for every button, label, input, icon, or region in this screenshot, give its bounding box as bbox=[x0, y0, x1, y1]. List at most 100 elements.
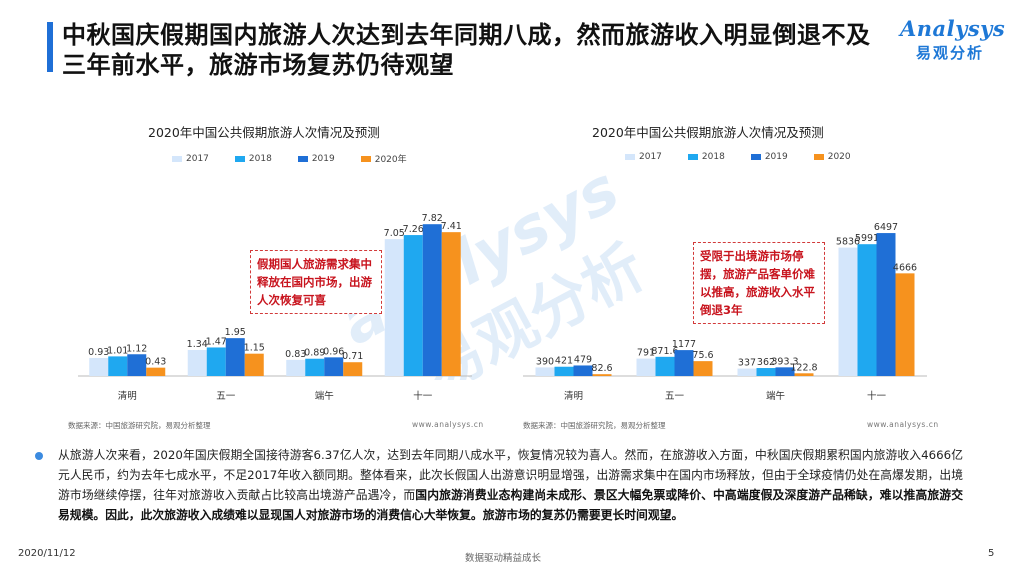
legend-swatch bbox=[750, 154, 761, 160]
legend-item-2017: 2017 bbox=[625, 152, 662, 162]
bar-五一-2019 bbox=[674, 350, 694, 376]
data-label: 791 bbox=[637, 348, 655, 359]
legend-label: 2017 bbox=[639, 152, 662, 162]
legend-swatch bbox=[360, 155, 371, 162]
category-label: 五一 bbox=[665, 391, 685, 402]
data-label: 7.41 bbox=[441, 221, 462, 232]
bar-端午-2017 bbox=[737, 368, 757, 376]
category-label: 端午 bbox=[315, 390, 334, 402]
data-label: 390 bbox=[536, 356, 554, 367]
bar-清明-2017 bbox=[535, 367, 555, 376]
bar-十一-2020 bbox=[895, 273, 915, 376]
bar-清明-2020 bbox=[592, 374, 612, 376]
footer-slogan: 数据驱动精益成长 bbox=[465, 553, 542, 564]
title-accent-bar bbox=[47, 22, 53, 72]
data-label: 1.95 bbox=[225, 327, 246, 338]
bar-清明-2018 bbox=[554, 366, 574, 376]
legend-label: 2019 bbox=[764, 152, 788, 162]
legend-item-2017: 2017 bbox=[172, 152, 209, 165]
legend-swatch bbox=[297, 155, 308, 162]
data-label: 871.6 bbox=[651, 346, 678, 357]
chart1-source: 数据来源：中国旅游研究院，易观分析整理 bbox=[68, 421, 211, 430]
data-label: 337 bbox=[738, 358, 756, 369]
legend-label: 2019 bbox=[311, 153, 335, 164]
legend-item-2020: 2020年 bbox=[360, 152, 407, 165]
data-label: 0.43 bbox=[145, 357, 166, 368]
bar-五一-2017 bbox=[636, 358, 656, 376]
chart1-plot: 0.931.011.12 0.43 清明 1.341.471.95 1.15 五一 0.83… bbox=[78, 213, 472, 402]
page-title: 中秋国庆假期国内旅游人次达到去年同期八成，然而旅游收入明显倒退不及三年前水平，旅… bbox=[62, 21, 871, 79]
chart1-title: 2020年中国公共假期旅游人次情况及预测 bbox=[148, 125, 380, 140]
chart1-legend: 2017 2018 2019 2020年 bbox=[172, 152, 433, 165]
legend-swatch bbox=[172, 155, 182, 162]
bar-端午-2020 bbox=[794, 373, 814, 376]
bar-十一-2020年 bbox=[441, 232, 461, 376]
bar-五一-2019 bbox=[225, 338, 245, 376]
data-label: 362 bbox=[757, 357, 775, 368]
chart1-site: www.analysys.cn bbox=[412, 420, 484, 429]
bar-端午-2018 bbox=[756, 368, 776, 376]
data-label: 1.34 bbox=[187, 339, 208, 350]
data-label: 7.26 bbox=[403, 224, 424, 235]
category-label: 端午 bbox=[766, 390, 785, 402]
legend-label: 2017 bbox=[186, 153, 209, 164]
bar-五一-2020 bbox=[693, 361, 713, 376]
category-label: 五一 bbox=[216, 391, 236, 402]
legend-swatch bbox=[813, 154, 824, 160]
data-label: 393.3 bbox=[771, 356, 798, 367]
category-label: 清明 bbox=[564, 390, 583, 402]
data-label: 4666 bbox=[893, 262, 917, 273]
chart2-title: 2020年中国公共假期旅游人次情况及预测 bbox=[592, 125, 824, 140]
chart1-annotation: 假期国人旅游需求集中释放在国内市场，出游人次恢复可喜 bbox=[250, 250, 382, 314]
data-label: 75.6 bbox=[692, 350, 713, 361]
summary-paragraph: 从旅游人次来看，2020年国庆假期全国接待游客6.37亿人次，达到去年同期八成水… bbox=[58, 445, 963, 525]
bar-十一-2017 bbox=[384, 239, 404, 376]
data-label: 479 bbox=[574, 354, 592, 365]
data-label: 0.93 bbox=[88, 347, 109, 358]
bar-清明-2020年 bbox=[146, 367, 166, 376]
bar-五一-2018 bbox=[655, 356, 675, 376]
bar-端午-2019 bbox=[775, 367, 795, 376]
legend-swatch bbox=[234, 155, 245, 162]
legend-swatch bbox=[687, 154, 698, 160]
bullet-dot bbox=[35, 452, 43, 460]
legend-item-2018: 2018 bbox=[687, 152, 725, 162]
data-label: 1.12 bbox=[126, 343, 147, 354]
data-label: 7.05 bbox=[384, 228, 405, 239]
bar-五一-2018 bbox=[206, 347, 226, 376]
bar-十一-2018 bbox=[857, 244, 877, 376]
data-label: 82.6 bbox=[591, 363, 612, 374]
legend-label: 2018 bbox=[701, 152, 725, 162]
bar-端午-2020年 bbox=[343, 362, 363, 376]
data-label: 5836 bbox=[836, 237, 860, 248]
bar-端午-2017 bbox=[286, 359, 306, 376]
data-label: 1177 bbox=[672, 339, 696, 350]
bar-五一-2017 bbox=[187, 349, 207, 376]
bar-五一-2020年 bbox=[244, 353, 264, 376]
category-label: 清明 bbox=[118, 390, 137, 402]
data-label: 6497 bbox=[874, 222, 898, 233]
bar-端午-2018 bbox=[305, 358, 325, 376]
legend-item-2019: 2019 bbox=[297, 152, 335, 165]
logo-chinese: 易观分析 bbox=[916, 44, 985, 62]
chart2-legend: 2017 2018 2019 2020 bbox=[625, 152, 877, 162]
chart-revenue: 2020年中国公共假期旅游人次情况及预测 2017 2018 2019 2020… bbox=[515, 116, 940, 436]
data-label: 0.96 bbox=[323, 346, 344, 357]
data-label: 0.71 bbox=[342, 351, 363, 362]
bar-十一-2019 bbox=[876, 233, 896, 376]
summary-text: 从旅游人次来看，2020年国庆假期全国接待游客6.37亿人次，达到去年同期八成水… bbox=[58, 448, 963, 502]
chart2-source: 数据来源：中国旅游研究院，易观分析整理 bbox=[523, 421, 666, 430]
legend-swatch bbox=[625, 154, 635, 160]
footer-date: 2020/11/12 bbox=[18, 548, 76, 559]
data-label: 421 bbox=[555, 356, 573, 367]
legend-label: 2020年 bbox=[374, 155, 407, 165]
data-label: 7.82 bbox=[422, 213, 443, 224]
bar-端午-2019 bbox=[324, 357, 344, 376]
legend-label: 2020 bbox=[827, 152, 851, 162]
logo-wordmark: Analysys bbox=[900, 16, 1006, 41]
analysys-logo: Analysys 易观分析 bbox=[900, 16, 1005, 64]
legend-item-2018: 2018 bbox=[234, 152, 272, 165]
chart2-annotation: 受限于出境游市场停摆，旅游产品客单价难以推高，旅游收入水平倒退3年 bbox=[693, 242, 825, 324]
bar-十一-2018 bbox=[403, 235, 423, 376]
